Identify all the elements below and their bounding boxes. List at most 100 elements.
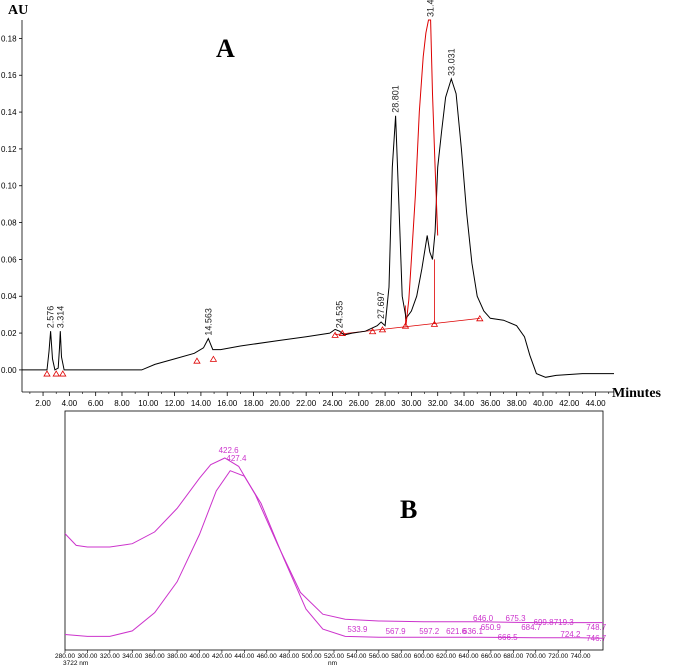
x-tick-label: 6.00 [88, 399, 104, 408]
spectrum-traces [64, 457, 604, 639]
y-axis-title: AU [8, 3, 28, 18]
trace-black [22, 77, 614, 378]
spectrum-peak-label: 684.7 [521, 623, 542, 632]
spectrum-peak-label: 567.9 [386, 627, 407, 636]
x-tick-label: 38.00 [507, 399, 528, 408]
spectrum-x-tick-label: 460.00 [257, 653, 277, 660]
spectrum-x-tick-label: 660.00 [481, 653, 501, 660]
spectrum-peak-label: 666.5 [498, 633, 519, 642]
x-tick-label: 34.00 [454, 399, 475, 408]
integration-marker [338, 329, 347, 336]
trace-red [405, 19, 439, 324]
y-tick-label: 0.14 [1, 108, 17, 117]
panel-letter-a: A [216, 34, 235, 63]
y-tick-label: 0.00 [1, 366, 17, 375]
x-tick-label: 30.00 [401, 399, 422, 408]
spectrum-x-tick-label: 420.00 [212, 653, 232, 660]
integration-marker [331, 331, 339, 338]
spectrum-x-tick-label: 360.00 [145, 653, 165, 660]
y-ticks: 0.00 0.02 0.04 0.06 0.08 0.10 0.12 0.14 0.16 0.18 [1, 34, 22, 375]
x-ticks: 2.00 4.00 6.00 8.00 10.00 12.00 14.00 16.00 18.0… [29, 392, 610, 408]
integration-marker [43, 370, 51, 377]
peak-label: 33.031 [446, 48, 456, 76]
spectrum-x-tick-label: 300.00 [77, 653, 97, 660]
integration-markers [43, 315, 484, 377]
x-tick-label: 28.00 [375, 399, 396, 408]
spectrum-peak-label: 621.6 [446, 627, 467, 636]
y-tick-label: 0.10 [1, 182, 17, 191]
spectrum-x-tick-label: 380.00 [167, 653, 187, 660]
x-axis-title: Minutes [612, 386, 662, 401]
spectrum-peak-label: 724.2 [560, 630, 581, 639]
peak-labels: 2.576 3.314 14.563 24.535 27.697 28.801 31.457… [46, 0, 457, 336]
spectrum-peak-label: 533.9 [347, 625, 368, 634]
spectrum-x-tick-label: 640.00 [459, 653, 479, 660]
integration-marker [209, 355, 218, 362]
spectrum-x-axis-title: nm [328, 660, 337, 667]
peak-label: 3.314 [55, 306, 65, 329]
spectrum-x-tick-label: 700.00 [526, 653, 546, 660]
spectrum-peak-label: 746.7 [586, 634, 607, 643]
integration-marker [401, 322, 410, 329]
y-tick-label: 0.12 [1, 145, 17, 154]
spectrum-peak-label: 719.3 [554, 618, 575, 627]
spectrum-x-tick-label: 320.00 [100, 653, 120, 660]
x-tick-label: 14.00 [191, 399, 212, 408]
x-tick-label: 8.00 [114, 399, 130, 408]
spectrum-peak-label: 748.7 [586, 623, 607, 632]
spectrum-x-tick-label: 340.00 [122, 653, 142, 660]
spectrum-x-tick-label: 500.00 [302, 653, 322, 660]
integration-marker [378, 326, 387, 333]
spectrum-peak-label: 675.3 [506, 614, 527, 623]
peak-label: 2.576 [46, 306, 56, 329]
x-tick-label: 18.00 [244, 399, 265, 408]
spectrum-x-tick-label: 480.00 [279, 653, 299, 660]
spectrum-x-tick-label: 440.00 [234, 653, 254, 660]
spectrum-corner-label: 3722 nm [63, 660, 88, 667]
integration-marker [193, 357, 201, 364]
chromatogram-panel: AU A Minutes 0.00 0.02 0.04 0.06 0.08 0.10 0.1… [1, 0, 662, 408]
spectrum-x-tick-label: 280.00 [55, 653, 75, 660]
x-tick-label: 4.00 [62, 399, 78, 408]
x-tick-label: 12.00 [165, 399, 186, 408]
spectrum-x-tick-label: 620.00 [436, 653, 456, 660]
spectrum-x-ticks: 280.00 300.00 320.00 340.00 360.00 380.00 400.… [55, 650, 591, 660]
panel-letter-b: B [400, 495, 417, 524]
spectrum-trace-1 [64, 457, 603, 624]
x-tick-label: 26.00 [349, 399, 370, 408]
spectrum-x-tick-label: 580.00 [391, 653, 411, 660]
peak-label: 31.457 [426, 0, 436, 17]
spectrum-peak-label: 699.8 [534, 618, 555, 627]
spectrum-x-tick-label: 740.00 [571, 653, 591, 660]
spectrum-peak-label: 422.6 [219, 446, 240, 455]
x-tick-label: 16.00 [217, 399, 238, 408]
spectrum-peak-label: 636.1 [463, 627, 484, 636]
spectrum-x-tick-label: 540.00 [346, 653, 366, 660]
spectrum-peak-label: 650.9 [481, 623, 502, 632]
spectrum-peak-label: 597.2 [419, 627, 440, 636]
x-tick-label: 36.00 [480, 399, 501, 408]
spectrum-peak-label: 646.0 [473, 614, 494, 623]
spectrum-x-tick-label: 560.00 [369, 653, 389, 660]
spectrum-x-tick-label: 720.00 [548, 653, 568, 660]
spectrum-x-tick-label: 680.00 [503, 653, 523, 660]
spectrum-x-tick-label: 400.00 [190, 653, 210, 660]
y-tick-label: 0.02 [1, 329, 17, 338]
chromatogram-traces [22, 19, 614, 378]
x-tick-label: 42.00 [559, 399, 580, 408]
y-tick-label: 0.18 [1, 34, 17, 43]
y-tick-label: 0.08 [1, 219, 17, 228]
x-tick-label: 20.00 [270, 399, 291, 408]
integration-marker [52, 370, 60, 377]
integration-marker [368, 327, 377, 335]
spectrum-x-tick-label: 600.00 [414, 653, 434, 660]
x-tick-label: 44.00 [586, 399, 607, 408]
x-tick-label: 40.00 [533, 399, 554, 408]
peak-label: 14.563 [203, 308, 213, 336]
x-tick-label: 32.00 [428, 399, 449, 408]
y-tick-label: 0.16 [1, 71, 17, 80]
spectrum-trace-2 [64, 470, 604, 639]
peak-label: 27.697 [376, 291, 386, 319]
